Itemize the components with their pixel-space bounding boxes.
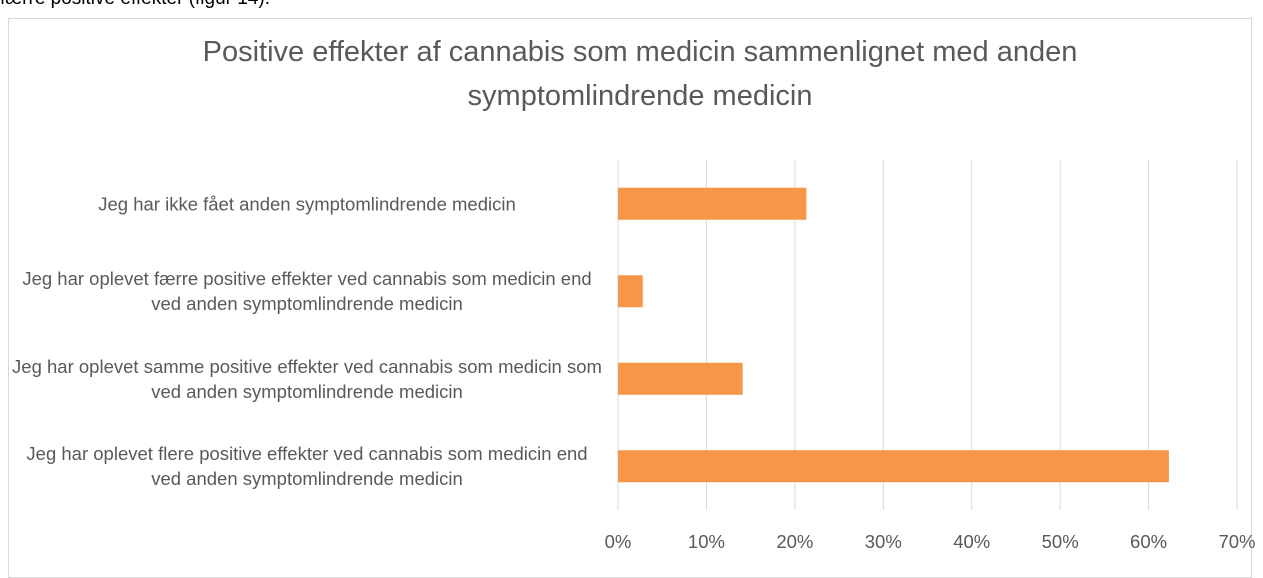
- caption: færre positive effekter (figur 14).: [0, 0, 270, 10]
- bar: [618, 187, 807, 220]
- bar: [618, 450, 1169, 483]
- x-tick-label: 70%: [1218, 531, 1255, 552]
- y-tick-label: Jeg har oplevet flere positive effekter …: [26, 443, 588, 490]
- y-tick-label: Jeg har oplevet færre positive effekter …: [22, 268, 592, 315]
- x-tick-label: 30%: [865, 531, 902, 552]
- x-tick-label: 40%: [953, 531, 990, 552]
- bar: [618, 362, 743, 395]
- chart-title: Positive effekter af cannabis som medici…: [202, 36, 1078, 112]
- x-tick-label: 0%: [605, 531, 632, 552]
- chart: 0% 10% 20% 30% 40% 50% 60% 70%: [605, 160, 1256, 552]
- x-tick-label: 20%: [776, 531, 813, 552]
- y-tick-label: Jeg har ikke fået anden symptomlindrende…: [98, 193, 516, 215]
- x-tick-label: 50%: [1042, 531, 1079, 552]
- x-tick-label: 10%: [688, 531, 725, 552]
- bar: [618, 275, 643, 308]
- y-tick-label: Jeg har oplevet samme positive effekter …: [12, 355, 602, 402]
- x-tick-label: 60%: [1130, 531, 1167, 552]
